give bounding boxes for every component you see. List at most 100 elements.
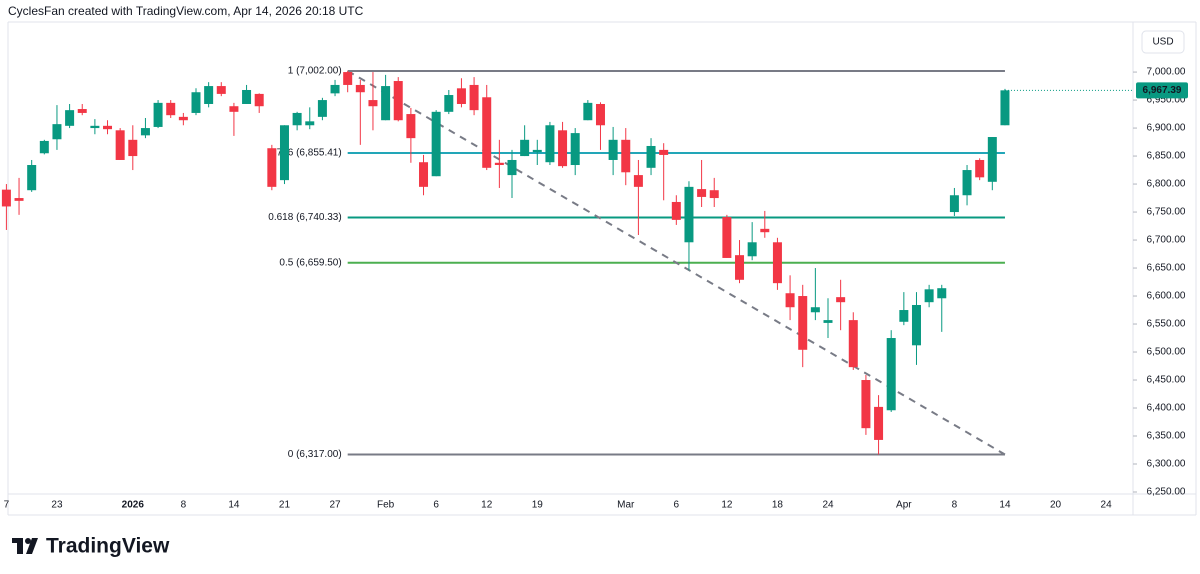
candle-body [178, 116, 188, 121]
y-tick-label: 6,800.00 [1147, 179, 1186, 190]
candle-body [949, 195, 959, 213]
candle-body [507, 159, 517, 176]
candle-body [456, 88, 466, 104]
candle-body [330, 84, 340, 94]
candle-body [39, 140, 49, 154]
x-tick-label: 23 [51, 500, 63, 511]
header: CyclesFan created with TradingView.com, … [8, 4, 364, 18]
x-tick-label: 27 [329, 500, 341, 511]
candle-body [103, 125, 113, 130]
candle-body [242, 89, 252, 104]
candle-body [292, 112, 302, 126]
candle-body [937, 288, 947, 299]
candle-body [684, 186, 694, 243]
candle-body [633, 175, 643, 187]
x-tick-label: 8 [181, 500, 187, 511]
candle-body [216, 86, 226, 94]
candle-body [924, 289, 934, 303]
y-tick-label: 6,850.00 [1147, 151, 1186, 162]
y-tick-label: 6,650.00 [1147, 263, 1186, 274]
candle-body [406, 114, 416, 139]
candle-body [798, 296, 808, 350]
candle-body [355, 84, 365, 93]
candle-body [646, 145, 656, 168]
candle-body [27, 165, 37, 191]
x-tick-label: 6 [674, 500, 680, 511]
candle-body [52, 124, 62, 140]
y-tick-label: 6,400.00 [1147, 403, 1186, 414]
candle-body [671, 201, 681, 220]
y-tick-label: 6,300.00 [1147, 459, 1186, 470]
candle-body [747, 242, 757, 257]
x-tick-label: 14 [228, 500, 240, 511]
candle-body [836, 297, 846, 303]
logo-mark [26, 538, 38, 554]
x-tick-label: 21 [279, 500, 291, 511]
x-tick-label: 18 [772, 500, 784, 511]
candle-body [785, 293, 795, 308]
fib-label: 0.5 (6,659.50) [279, 257, 341, 268]
currency-button[interactable] [1141, 30, 1185, 54]
candle-body [962, 170, 972, 196]
y-tick-label: 6,450.00 [1147, 375, 1186, 386]
currency[interactable]: USD [1152, 37, 1173, 48]
x-tick-label: 2026 [122, 500, 145, 511]
x-tick-label: 19 [532, 500, 544, 511]
candle-body [975, 159, 985, 178]
logo: TradingView [12, 535, 170, 558]
candle-body [583, 102, 593, 121]
fib-label: 0.786 (6,855.41) [268, 148, 341, 159]
y-tick-label: 6,550.00 [1147, 319, 1186, 330]
fib-label: 1 (7,002.00) [288, 66, 342, 77]
candle-body [317, 100, 327, 117]
candle-body [153, 102, 163, 127]
candle-body [520, 139, 530, 157]
candle-body [911, 304, 921, 346]
candle-body [1, 189, 11, 207]
logo-text: TradingView [46, 535, 170, 558]
candle-body [659, 149, 669, 155]
candle-body [810, 307, 820, 313]
candle-body [709, 190, 719, 199]
x-tick-label: Feb [377, 500, 395, 511]
candle-body [140, 128, 150, 136]
y-tick-label: 6,950.00 [1147, 95, 1186, 106]
y-tick-label: 6,900.00 [1147, 123, 1186, 134]
candle-body [899, 310, 909, 322]
candle-body [595, 103, 605, 126]
candle-body [191, 92, 201, 113]
logo-mark [17, 538, 23, 554]
candle-body [760, 228, 770, 233]
candle-body [494, 162, 504, 166]
fib-label: 0.618 (6,740.33) [268, 212, 341, 223]
candle-body [545, 125, 555, 163]
candle-body [77, 109, 87, 113]
candle-body [128, 139, 138, 157]
x-tick-label: 8 [952, 500, 958, 511]
candle-body [343, 72, 353, 85]
candle-body [229, 106, 239, 112]
candle-body [204, 86, 214, 104]
y-tick-label: 6,750.00 [1147, 207, 1186, 218]
x-tick-label: 6 [433, 500, 439, 511]
candle-body [823, 320, 833, 323]
candle-body [697, 189, 707, 197]
candle-body [381, 86, 391, 121]
candle-body [558, 130, 568, 167]
candle-body [532, 149, 542, 153]
candle-body [267, 148, 277, 187]
last-price-box [1136, 82, 1188, 99]
candle-body [14, 198, 24, 201]
x-tick-label: 14 [999, 500, 1011, 511]
x-tick-label: 12 [721, 500, 733, 511]
x-tick-label: 24 [1101, 500, 1113, 511]
candle-body [570, 133, 580, 166]
x-tick-label: Apr [896, 500, 912, 511]
y-tick-label: 6,600.00 [1147, 291, 1186, 302]
x-tick-label: Mar [617, 500, 635, 511]
candle-body [735, 255, 745, 280]
candle-body [987, 137, 997, 182]
